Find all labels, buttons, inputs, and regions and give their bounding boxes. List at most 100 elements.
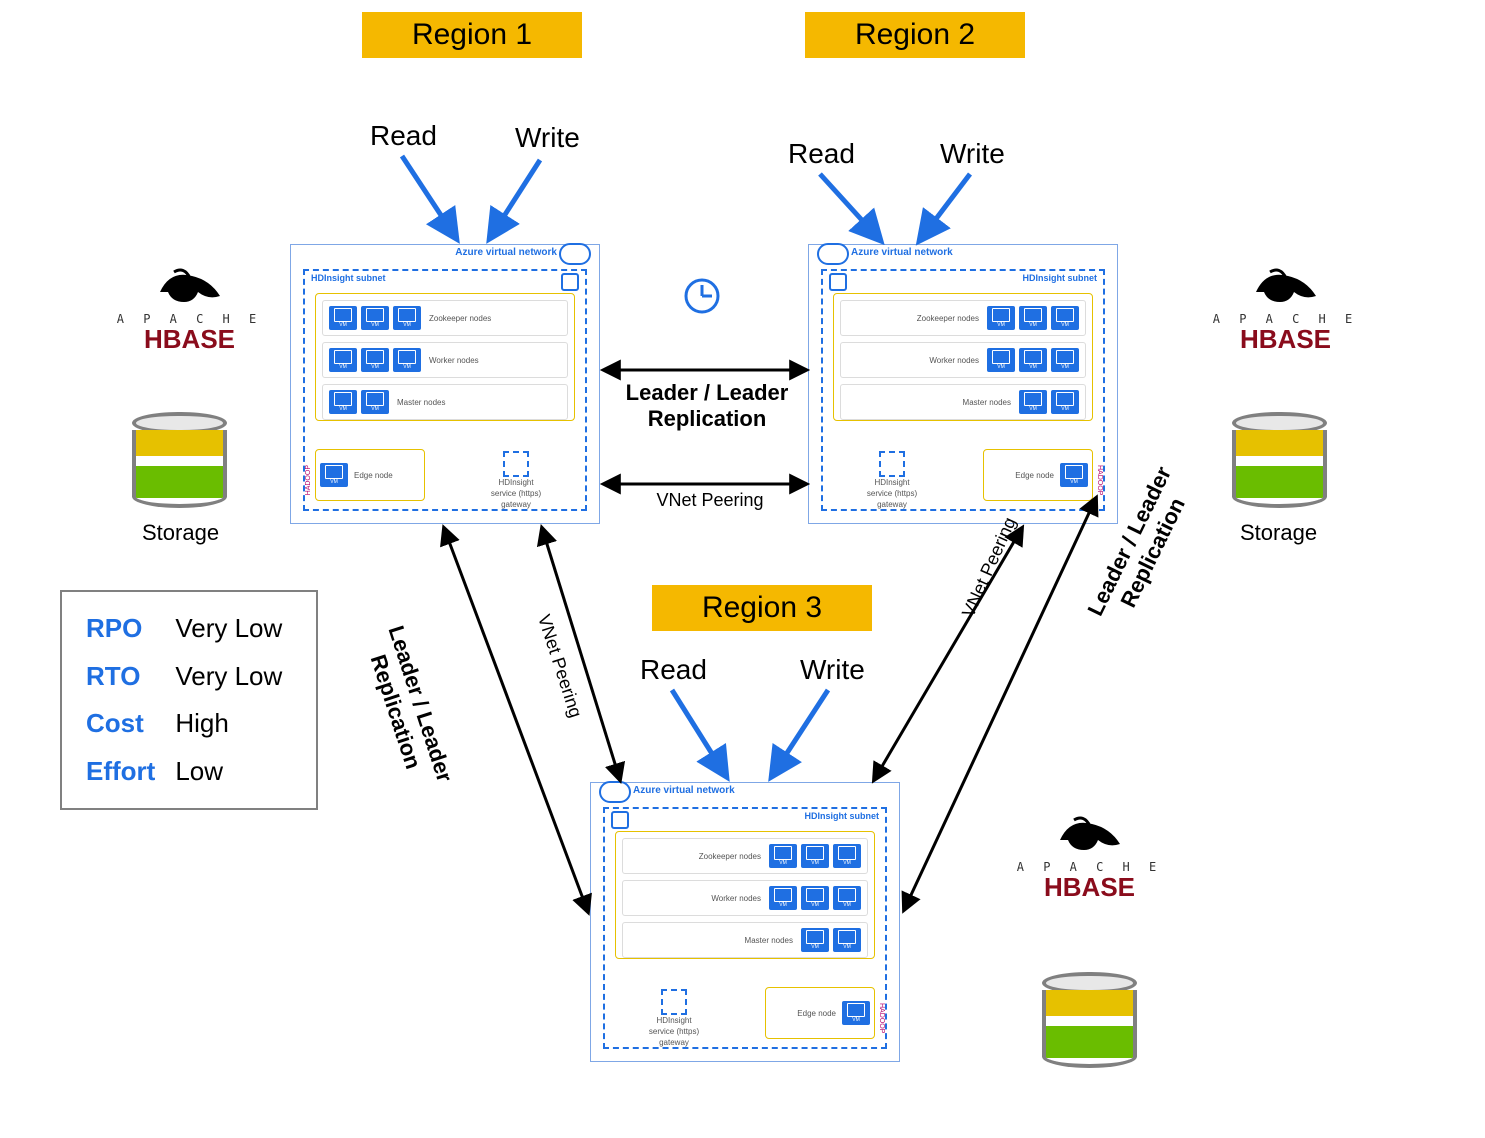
- hbase-label: HBASE: [112, 326, 267, 352]
- region-2-write-label: Write: [940, 138, 1005, 170]
- region-2-write-arrow: [920, 174, 970, 240]
- master-label: Master nodes: [393, 398, 561, 407]
- metric-row-effort: Effort Low: [82, 749, 296, 795]
- region-1-write-label: Write: [515, 122, 580, 154]
- edge-label: Edge node: [1015, 471, 1054, 480]
- region-2-read-label: Read: [788, 138, 855, 170]
- hbase-logo-1: A P A C H E HBASE: [112, 262, 267, 372]
- vnet-label: Azure virtual network: [455, 247, 557, 258]
- vm-icon: [801, 844, 829, 868]
- metric-effort-value: Low: [171, 749, 296, 795]
- master-row: Master nodes: [622, 922, 868, 958]
- vnet-label: Azure virtual network: [633, 785, 735, 796]
- cloud-icon: [559, 243, 591, 265]
- hadoop-tag: HADOOP: [1096, 465, 1103, 495]
- vm-icon: [393, 348, 421, 372]
- vm-icon: [833, 928, 861, 952]
- vm-icon: [361, 390, 389, 414]
- vm-icon: [833, 886, 861, 910]
- vm-icon: [801, 886, 829, 910]
- region-2-banner: Region 2: [805, 12, 1025, 58]
- region-3-read-label: Read: [640, 654, 707, 686]
- vm-icon: [361, 348, 389, 372]
- metric-rpo-label: RPO: [82, 606, 169, 652]
- gateway-box: HDInsight service (https) gateway: [461, 449, 571, 501]
- metric-rpo-value: Very Low: [171, 606, 296, 652]
- vm-icon: [987, 306, 1015, 330]
- metric-rto-label: RTO: [82, 654, 169, 700]
- gateway-icon: [879, 451, 905, 477]
- edge-label: Edge node: [797, 1009, 836, 1018]
- vm-icon: [329, 348, 357, 372]
- storage-cylinder-3: [1042, 972, 1137, 1072]
- leader-replication-left-label: Leader / Leader Replication: [350, 600, 465, 816]
- master-label: Master nodes: [629, 936, 797, 945]
- vm-icon: [1019, 306, 1047, 330]
- worker-row: Worker nodes: [322, 342, 568, 378]
- edge-label: Edge node: [354, 471, 393, 480]
- cloud-icon: [817, 243, 849, 265]
- vnet-peering-top-label: VNet Peering: [640, 490, 780, 511]
- vm-icon: [329, 390, 357, 414]
- gateway-label-3: gateway: [839, 501, 945, 510]
- vm-icon: [801, 928, 829, 952]
- vm-icon: [1019, 348, 1047, 372]
- region-3-banner: Region 3: [652, 585, 872, 631]
- gateway-box: HDInsight service (https) gateway: [837, 449, 947, 501]
- zookeeper-label: Zookeeper nodes: [629, 852, 765, 861]
- metric-effort-label: Effort: [82, 749, 169, 795]
- gateway-label-1: HDInsight: [463, 479, 569, 488]
- gateway-box: HDInsight service (https) gateway: [619, 987, 729, 1039]
- hbase-logo-3: A P A C H E HBASE: [1012, 810, 1167, 920]
- vm-icon: [1019, 390, 1047, 414]
- region-3-write-label: Write: [800, 654, 865, 686]
- clock-icon: [686, 280, 718, 312]
- master-row: Master nodes: [840, 384, 1086, 420]
- subnet-label: HDInsight subnet: [311, 273, 386, 283]
- metric-rto-value: Very Low: [171, 654, 296, 700]
- region-1-banner: Region 1: [362, 12, 582, 58]
- storage-cylinder-2: [1232, 412, 1327, 512]
- metric-cost-value: High: [171, 701, 296, 747]
- orca-icon: [150, 262, 230, 310]
- vm-icon: [833, 844, 861, 868]
- hbase-logo-2: A P A C H E HBASE: [1208, 262, 1363, 372]
- hbase-label: HBASE: [1208, 326, 1363, 352]
- worker-label: Worker nodes: [629, 894, 765, 903]
- vm-icon: [361, 306, 389, 330]
- zookeeper-row: Zookeeper nodes: [840, 300, 1086, 336]
- region-2-cluster: Azure virtual network HDInsight subnet Z…: [808, 244, 1118, 524]
- lock-icon: [829, 273, 847, 291]
- worker-label: Worker nodes: [847, 356, 983, 365]
- gateway-label-2: service (https): [839, 490, 945, 499]
- leader-replication-top-label: Leader / Leader Replication: [602, 380, 812, 433]
- region-1-read-label: Read: [370, 120, 437, 152]
- master-label: Master nodes: [847, 398, 1015, 407]
- vm-icon: [320, 463, 348, 487]
- lock-icon: [611, 811, 629, 829]
- gateway-label-3: gateway: [621, 1039, 727, 1048]
- vnet-peering-right-label: VNet Peering: [958, 514, 1021, 620]
- region-1-cluster: Azure virtual network HDInsight subnet Z…: [290, 244, 600, 524]
- zookeeper-label: Zookeeper nodes: [425, 314, 561, 323]
- region-3-write-arrow: [772, 690, 828, 776]
- metrics-table: RPO Very Low RTO Very Low Cost High Effo…: [60, 590, 318, 810]
- gateway-icon: [503, 451, 529, 477]
- worker-row: Worker nodes: [840, 342, 1086, 378]
- region-3-cluster: Azure virtual network HDInsight subnet Z…: [590, 782, 900, 1062]
- metric-row-rto: RTO Very Low: [82, 654, 296, 700]
- zookeeper-row: Zookeeper nodes: [322, 300, 568, 336]
- vm-icon: [987, 348, 1015, 372]
- vm-icon: [329, 306, 357, 330]
- storage-cylinder-1: [132, 412, 227, 512]
- hadoop-tag: HADOOP: [878, 1003, 885, 1033]
- gateway-label-2: service (https): [621, 1028, 727, 1037]
- region-1-write-arrow: [490, 160, 540, 238]
- lock-icon: [561, 273, 579, 291]
- zookeeper-label: Zookeeper nodes: [847, 314, 983, 323]
- vm-icon: [769, 844, 797, 868]
- worker-row: Worker nodes: [622, 880, 868, 916]
- region-2-read-arrow: [820, 174, 880, 240]
- gateway-label-1: HDInsight: [839, 479, 945, 488]
- zookeeper-row: Zookeeper nodes: [622, 838, 868, 874]
